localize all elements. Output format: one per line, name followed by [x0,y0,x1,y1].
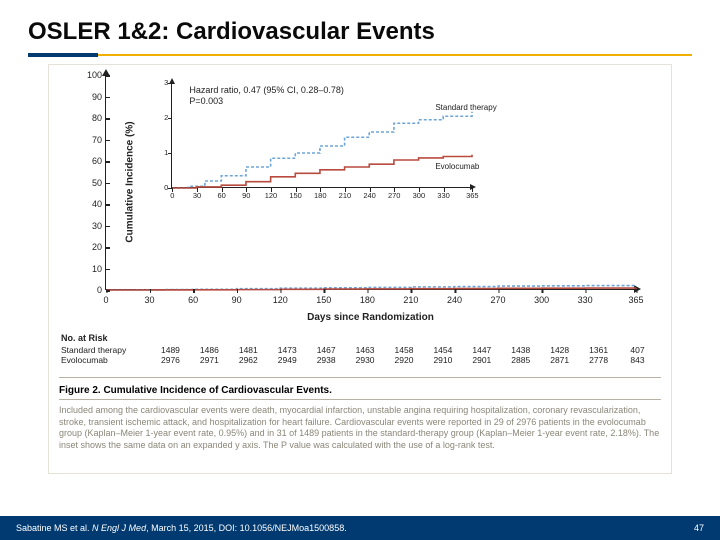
citation-prefix: Sabatine MS et al. [16,523,92,533]
inset-x-tick: 0 [164,191,180,200]
risk-value: 1361 [579,345,618,355]
risk-value: 1489 [151,345,190,355]
y-tick: 40 [76,199,102,209]
y-tick: 10 [76,264,102,274]
x-tick: 180 [360,295,375,305]
risk-row: Standard therapy148914861481147314671463… [61,345,657,355]
x-tick: 90 [232,295,242,305]
risk-value: 407 [618,345,657,355]
risk-value: 1447 [462,345,501,355]
x-tick: 365 [628,295,643,305]
footer-bar: Sabatine MS et al. N Engl J Med, March 1… [0,516,720,540]
risk-row-label: Evolocumab [61,355,151,365]
caption-body: Included among the cardiovascular events… [59,405,661,452]
x-tick: 240 [447,295,462,305]
risk-value: 1458 [385,345,424,355]
risk-value: 2949 [268,355,307,365]
risk-value: 2920 [385,355,424,365]
citation: Sabatine MS et al. N Engl J Med, March 1… [16,523,347,533]
inset-x-tick: 365 [464,191,480,200]
inset-x-tick: 120 [263,191,279,200]
y-tick: 90 [76,92,102,102]
risk-value: 1438 [501,345,540,355]
risk-value: 2962 [229,355,268,365]
inset-x-tick: 270 [386,191,402,200]
title-underline [28,54,692,56]
risk-value: 1454 [423,345,462,355]
x-tick: 30 [145,295,155,305]
risk-value: 2976 [151,355,190,365]
x-tick: 300 [534,295,549,305]
x-tick: 60 [188,295,198,305]
inset-y-tick: 3 [158,78,168,87]
risk-value: 2885 [501,355,540,365]
inset-x-tick: 330 [436,191,452,200]
inset-x-tick: 210 [337,191,353,200]
x-tick: 330 [578,295,593,305]
main-chart: Cumulative Incidence (%) Days since Rand… [105,75,635,290]
citation-journal: N Engl J Med [92,523,146,533]
risk-value: 2938 [307,355,346,365]
slide-title: OSLER 1&2: Cardiovascular Events [0,0,720,54]
hazard-ratio-text: Hazard ratio, 0.47 (95% CI, 0.28–0.78) P… [189,85,344,107]
inset-label-standard: Standard therapy [435,103,496,112]
y-tick: 60 [76,156,102,166]
risk-value: 1481 [229,345,268,355]
inset-x-tick: 150 [288,191,304,200]
y-tick: 100 [76,70,102,80]
risk-value: 2971 [190,355,229,365]
citation-suffix: , March 15, 2015, DOI: 10.1056/NEJMoa150… [146,523,347,533]
x-tick: 120 [273,295,288,305]
risk-row: Evolocumab297629712962294929382930292029… [61,355,657,365]
risk-title: No. at Risk [61,333,657,343]
risk-value: 2871 [540,355,579,365]
risk-value: 843 [618,355,657,365]
risk-value: 2778 [579,355,618,365]
inset-y-tick: 2 [158,113,168,122]
number-at-risk: No. at Risk Standard therapy148914861481… [61,333,657,365]
x-tick: 150 [316,295,331,305]
caption-title-text: Figure 2. Cumulative Incidence of Cardio… [59,385,332,396]
x-axis-label: Days since Randomization [106,312,635,323]
y-tick: 70 [76,135,102,145]
x-tick: 0 [103,295,108,305]
inset-x-tick: 300 [411,191,427,200]
risk-value: 1428 [540,345,579,355]
inset-y-tick: 1 [158,148,168,157]
inset-x-tick: 180 [312,191,328,200]
y-tick: 80 [76,113,102,123]
figure-divider-2 [59,399,661,400]
inset-x-tick: 90 [238,191,254,200]
risk-value: 1473 [268,345,307,355]
inset-x-tick: 30 [189,191,205,200]
risk-value: 2910 [423,355,462,365]
y-tick: 30 [76,221,102,231]
inset-x-tick: 60 [214,191,230,200]
x-tick: 210 [403,295,418,305]
y-tick: 20 [76,242,102,252]
risk-value: 1463 [346,345,385,355]
risk-row-label: Standard therapy [61,345,151,355]
page-number: 47 [694,523,704,533]
caption-title: Figure 2. Cumulative Incidence of Cardio… [59,385,661,396]
risk-value: 1467 [307,345,346,355]
x-tick: 270 [491,295,506,305]
y-tick: 0 [76,285,102,295]
figure-divider [59,377,661,378]
risk-value: 2930 [346,355,385,365]
p-value-line: P=0.003 [189,96,344,107]
inset-x-tick: 240 [362,191,378,200]
y-tick: 50 [76,178,102,188]
risk-value: 1486 [190,345,229,355]
risk-value: 2901 [462,355,501,365]
hazard-ratio-line: Hazard ratio, 0.47 (95% CI, 0.28–0.78) [189,85,344,96]
inset-label-evolocumab: Evolocumab [435,162,479,171]
figure-panel: Cumulative Incidence (%) Days since Rand… [48,64,672,474]
